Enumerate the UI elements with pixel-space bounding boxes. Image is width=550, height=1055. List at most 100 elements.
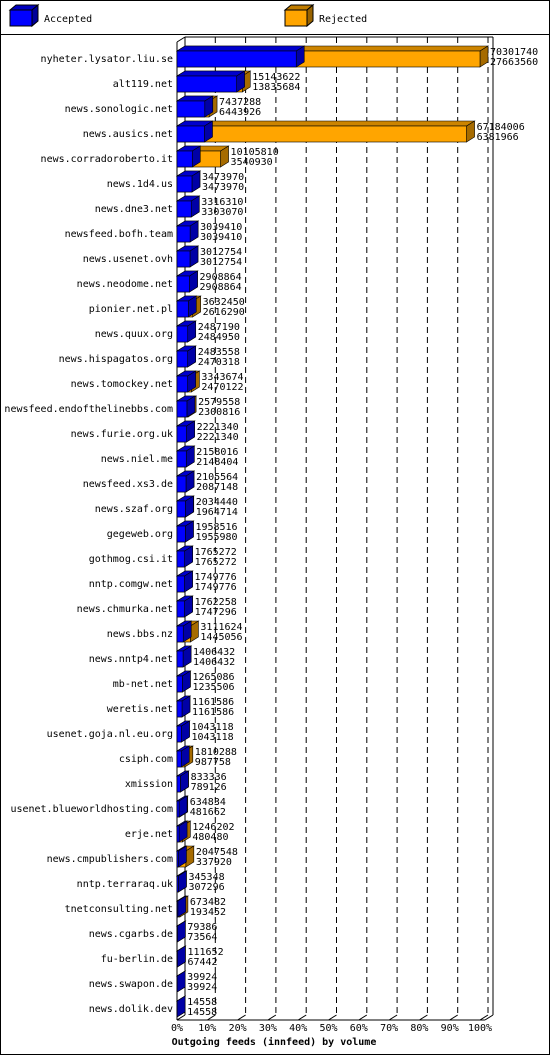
bar-accepted — [176, 900, 179, 918]
y-tick-label: newsfeed.endofthelinebbs.com — [4, 404, 173, 415]
bar-accepted — [176, 675, 183, 693]
value-label: 1235506 — [192, 682, 234, 693]
value-label: 1810288 — [195, 747, 237, 758]
value-label: 2300816 — [198, 407, 240, 418]
value-label: 3343674 — [201, 372, 243, 383]
x-tick — [328, 1014, 337, 1021]
y-tick-label: news.nntp4.net — [89, 654, 173, 665]
y-tick-label: usenet.goja.nl.eu.org — [47, 729, 173, 740]
bar-accepted — [176, 125, 205, 143]
bar-accepted-top — [175, 70, 246, 77]
bar-accepted — [176, 825, 180, 843]
x-tick — [358, 1014, 368, 1021]
value-label: 2470318 — [198, 357, 240, 368]
value-label: 345348 — [188, 872, 224, 883]
value-label: 2908864 — [200, 272, 242, 283]
value-label: 1445056 — [200, 632, 242, 643]
bar-accepted — [176, 650, 184, 668]
value-label: 14558 — [187, 997, 217, 1008]
y-tick-label: usenet.blueworldhosting.com — [10, 804, 173, 815]
x-tick — [207, 1014, 216, 1021]
x-tick-label: 70% — [380, 1023, 398, 1034]
y-tick-label: fu-berlin.de — [101, 954, 173, 965]
bar-accepted — [176, 850, 179, 868]
value-label: 634834 — [190, 797, 226, 808]
x-tick-label: 90% — [441, 1023, 459, 1034]
y-tick-label: news.quux.org — [95, 329, 173, 340]
value-label: 1749776 — [195, 572, 237, 583]
value-label: 1762258 — [195, 597, 237, 608]
x-tick — [388, 1014, 398, 1021]
bar-accepted — [176, 350, 188, 368]
value-label: 2484950 — [198, 332, 240, 343]
value-label: 3039410 — [200, 222, 242, 233]
y-axis-top — [176, 36, 186, 43]
x-tick-label: 0% — [171, 1023, 183, 1034]
value-label: 6443926 — [219, 107, 261, 118]
value-label: 1406432 — [193, 657, 235, 668]
value-label: 1765272 — [195, 557, 237, 568]
value-label: 833336 — [191, 772, 227, 783]
floor-right — [484, 1014, 494, 1021]
value-label: 1749776 — [195, 582, 237, 593]
bar-total-top — [175, 120, 476, 127]
value-label: 1265086 — [192, 672, 234, 683]
value-label: 1765272 — [195, 547, 237, 558]
value-label: 1747296 — [195, 607, 237, 618]
y-tick-label: gegeweb.org — [107, 529, 173, 540]
bar-accepted — [176, 475, 187, 493]
value-label: 2616290 — [203, 307, 245, 318]
y-tick-label: news.neodome.net — [77, 279, 173, 290]
chart-title: Outgoing feeds (innfeed) by volume — [172, 1036, 377, 1048]
bar-total — [176, 125, 467, 143]
value-label: 2158016 — [196, 447, 238, 458]
bar-accepted — [176, 700, 183, 718]
legend-swatch-side — [31, 3, 39, 28]
bar-accepted — [176, 450, 187, 468]
x-tick-label: 100% — [468, 1023, 492, 1034]
value-label: 1043118 — [191, 732, 233, 743]
value-label: 193452 — [190, 907, 226, 918]
value-label: 2105564 — [196, 472, 238, 483]
bar-accepted — [176, 500, 186, 518]
y-tick-label: xmission — [125, 779, 173, 790]
value-label: 3473970 — [202, 182, 244, 193]
value-label: 1246202 — [192, 822, 234, 833]
value-label: 2908864 — [200, 282, 242, 293]
value-label: 987758 — [195, 757, 231, 768]
bar-accepted — [176, 75, 237, 93]
value-label: 337920 — [196, 857, 232, 868]
value-label: 79386 — [187, 922, 217, 933]
x-tick — [449, 1014, 458, 1021]
x-tick-label: 50% — [319, 1023, 337, 1034]
value-label: 3012754 — [200, 247, 242, 258]
value-label: 39924 — [187, 972, 217, 983]
value-label: 2047548 — [196, 847, 238, 858]
value-label: 789126 — [191, 782, 227, 793]
y-tick-label: news.tomockey.net — [71, 379, 173, 390]
value-label: 2148404 — [196, 457, 238, 468]
value-label: 67184006 — [477, 122, 525, 133]
value-label: 3632450 — [203, 297, 245, 308]
value-label: 481662 — [190, 807, 226, 818]
x-tick-label: 40% — [289, 1023, 307, 1034]
y-tick-label: newsfeed.xs3.de — [83, 479, 173, 490]
x-tick — [237, 1014, 246, 1021]
legend-label: Accepted — [44, 14, 92, 25]
y-tick-label: news.cmpublishers.com — [47, 854, 173, 865]
bar-accepted — [176, 625, 184, 643]
y-tick-label: newsfeed.bofh.team — [65, 229, 173, 240]
bar-accepted — [176, 725, 182, 743]
y-tick-label: news.hispagatos.org — [59, 354, 173, 365]
y-tick-label: csiph.com — [119, 754, 173, 765]
bar-accepted — [176, 300, 189, 318]
bar-accepted — [176, 875, 179, 893]
value-label: 73564 — [187, 932, 217, 943]
value-label: 2221340 — [197, 422, 239, 433]
y-tick-label: news.niel.me — [101, 454, 173, 465]
value-label: 15143622 — [252, 72, 300, 83]
y-tick-label: news.dolik.dev — [89, 1004, 173, 1015]
x-tick-label: 80% — [410, 1023, 428, 1034]
value-label: 70301740 — [490, 47, 538, 58]
